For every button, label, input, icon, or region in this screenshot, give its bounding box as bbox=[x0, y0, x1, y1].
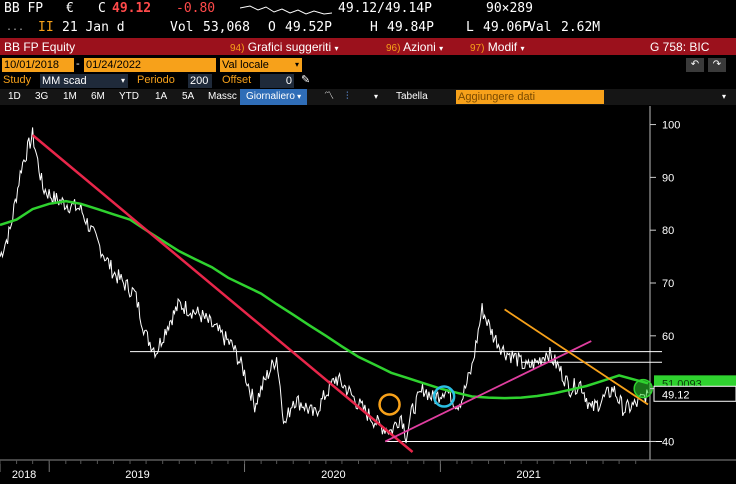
y-tick-label: 90 bbox=[662, 172, 674, 184]
back-icon[interactable]: ↶ bbox=[686, 58, 704, 72]
offset-input[interactable]: 0 bbox=[260, 74, 294, 88]
volume-value: 53,068 bbox=[203, 20, 250, 35]
period-label: Periodo bbox=[137, 74, 175, 86]
low-label: L bbox=[466, 20, 474, 35]
security-name: BB FP Equity bbox=[4, 40, 76, 54]
date-from-input[interactable]: 10/01/2018 bbox=[2, 58, 74, 72]
dropdown-arrow-icon: ▾ bbox=[520, 44, 525, 53]
menu-azioni[interactable]: 96) Azioni ▾ bbox=[386, 40, 444, 54]
offset-label: Offset bbox=[222, 74, 252, 86]
currency-symbol: € bbox=[66, 1, 74, 16]
high-label: H bbox=[370, 20, 378, 35]
y-tick-label: 80 bbox=[662, 225, 674, 237]
series-layer bbox=[0, 127, 649, 444]
quote-line-2: ... II 21 Jan d Vol 53,068 O 49.52P H 49… bbox=[0, 19, 736, 37]
study-select[interactable]: MM scad ▾ bbox=[40, 74, 128, 88]
last-prefix: C bbox=[98, 1, 106, 16]
high-value: 49.84P bbox=[387, 20, 434, 35]
last-value-tag bbox=[653, 385, 736, 402]
dropdown-arrow-icon: ▾ bbox=[120, 76, 125, 85]
quote-line-1: BB FP € C 49.12 -0.80 49.12/49.14P 90×28… bbox=[0, 0, 736, 18]
value-amount: 2.62M bbox=[561, 20, 601, 35]
y-tick-label: 70 bbox=[662, 278, 674, 290]
trendlines bbox=[31, 134, 649, 453]
add-data-input[interactable]: Aggiungere dati bbox=[456, 90, 604, 104]
y-tick-label: 100 bbox=[662, 120, 680, 132]
last-price: 49.12 bbox=[112, 1, 152, 16]
trend-prefix: II bbox=[38, 20, 54, 35]
range-1a-button[interactable]: 1A bbox=[155, 91, 168, 102]
range-max-button[interactable]: Massc bbox=[208, 91, 237, 102]
value-label: Val bbox=[528, 20, 552, 35]
support-resistance-lines bbox=[130, 351, 662, 442]
pencil-icon[interactable]: ✎ bbox=[301, 74, 311, 86]
open-value: 49.52P bbox=[285, 20, 332, 35]
x-tick-label: 2019 bbox=[125, 469, 149, 481]
date-separator: - bbox=[76, 58, 80, 70]
circle_3-marker bbox=[633, 378, 653, 399]
bid-ask: 49.12/49.14P bbox=[338, 1, 432, 16]
price-line bbox=[0, 127, 649, 444]
bid-ask-size: 90×289 bbox=[486, 1, 533, 16]
price-change: -0.80 bbox=[176, 1, 216, 16]
study-label: Study bbox=[3, 74, 32, 86]
chart-id: G 758: BIC bbox=[650, 40, 710, 54]
x-tick-label: 2021 bbox=[516, 469, 540, 481]
circle_1-marker bbox=[378, 393, 401, 416]
ticker: BB FP bbox=[4, 1, 44, 16]
dropdown-arrow-icon: ▾ bbox=[439, 44, 444, 53]
y-tick-label: 60 bbox=[662, 331, 674, 343]
forward-icon[interactable]: ↷ bbox=[708, 58, 726, 72]
range-5a-button[interactable]: 5A bbox=[182, 91, 195, 102]
currency-mode-select[interactable]: Val locale ▾ bbox=[220, 58, 302, 72]
low-value: 49.06P bbox=[483, 20, 530, 35]
trend-dots-icon: ... bbox=[6, 22, 25, 33]
volume-label: Vol bbox=[170, 20, 194, 35]
range-ytd-button[interactable]: YTD bbox=[119, 91, 139, 102]
quote-date: 21 Jan d bbox=[62, 20, 125, 35]
open-label: O bbox=[268, 20, 276, 35]
study-row: Study MM scad ▾ Periodo 200 Offset 0 ✎ bbox=[0, 73, 736, 88]
date-range-row: 10/01/2018 - 01/24/2022 Val locale ▾ ↶ ↷ bbox=[0, 57, 736, 72]
title-bar: BB FP Equity 94) Grafici suggeriti ▾ 96)… bbox=[0, 38, 736, 55]
highlight-circles bbox=[378, 378, 653, 416]
chart-type-dropdown-icon[interactable]: ▾ bbox=[374, 92, 379, 101]
bar-chart-icon[interactable]: ⫶ bbox=[346, 91, 349, 102]
dropdown-arrow-icon: ▾ bbox=[334, 44, 339, 53]
dropdown-arrow-icon: ▾ bbox=[294, 60, 299, 69]
range-3g-button[interactable]: 3G bbox=[35, 91, 49, 102]
y-tick-label: 40 bbox=[662, 436, 674, 448]
toolbar-dropdown-icon[interactable]: ▾ bbox=[722, 92, 727, 101]
circle_2-marker bbox=[432, 385, 456, 408]
uptrend-trendline bbox=[384, 340, 592, 443]
menu-modif[interactable]: 97) Modif ▾ bbox=[470, 40, 525, 54]
frequency-select[interactable]: Giornaliero ▾ bbox=[240, 89, 308, 105]
table-button[interactable]: Tabella bbox=[396, 91, 428, 102]
range-1d-button[interactable]: 1D bbox=[8, 91, 21, 102]
intraday-sparkline-icon bbox=[240, 5, 332, 15]
downtrend_long-trendline bbox=[31, 134, 414, 453]
chart-toolbar: 1D 3G 1M 6M YTD 1A 5A Massc Giornaliero … bbox=[0, 89, 736, 105]
moving-average-line bbox=[0, 199, 649, 400]
x-tick-label: 2020 bbox=[321, 469, 345, 481]
line-chart-icon[interactable]: 〽 bbox=[324, 91, 334, 102]
date-to-input[interactable]: 01/24/2022 bbox=[84, 58, 216, 72]
menu-grafici-suggeriti[interactable]: 94) Grafici suggeriti ▾ bbox=[230, 40, 339, 54]
range-6m-button[interactable]: 6M bbox=[91, 91, 105, 102]
range-1m-button[interactable]: 1M bbox=[63, 91, 77, 102]
last-value-label: 49.12 bbox=[662, 389, 690, 401]
period-input[interactable]: 200 bbox=[188, 74, 212, 88]
x-tick-label: 2018 bbox=[12, 469, 36, 481]
price-chart[interactable]: 4050607080901002018201920202021 51.00934… bbox=[0, 106, 736, 484]
downtrend_short-trendline bbox=[504, 308, 649, 406]
axes: 4050607080901002018201920202021 bbox=[0, 120, 680, 481]
